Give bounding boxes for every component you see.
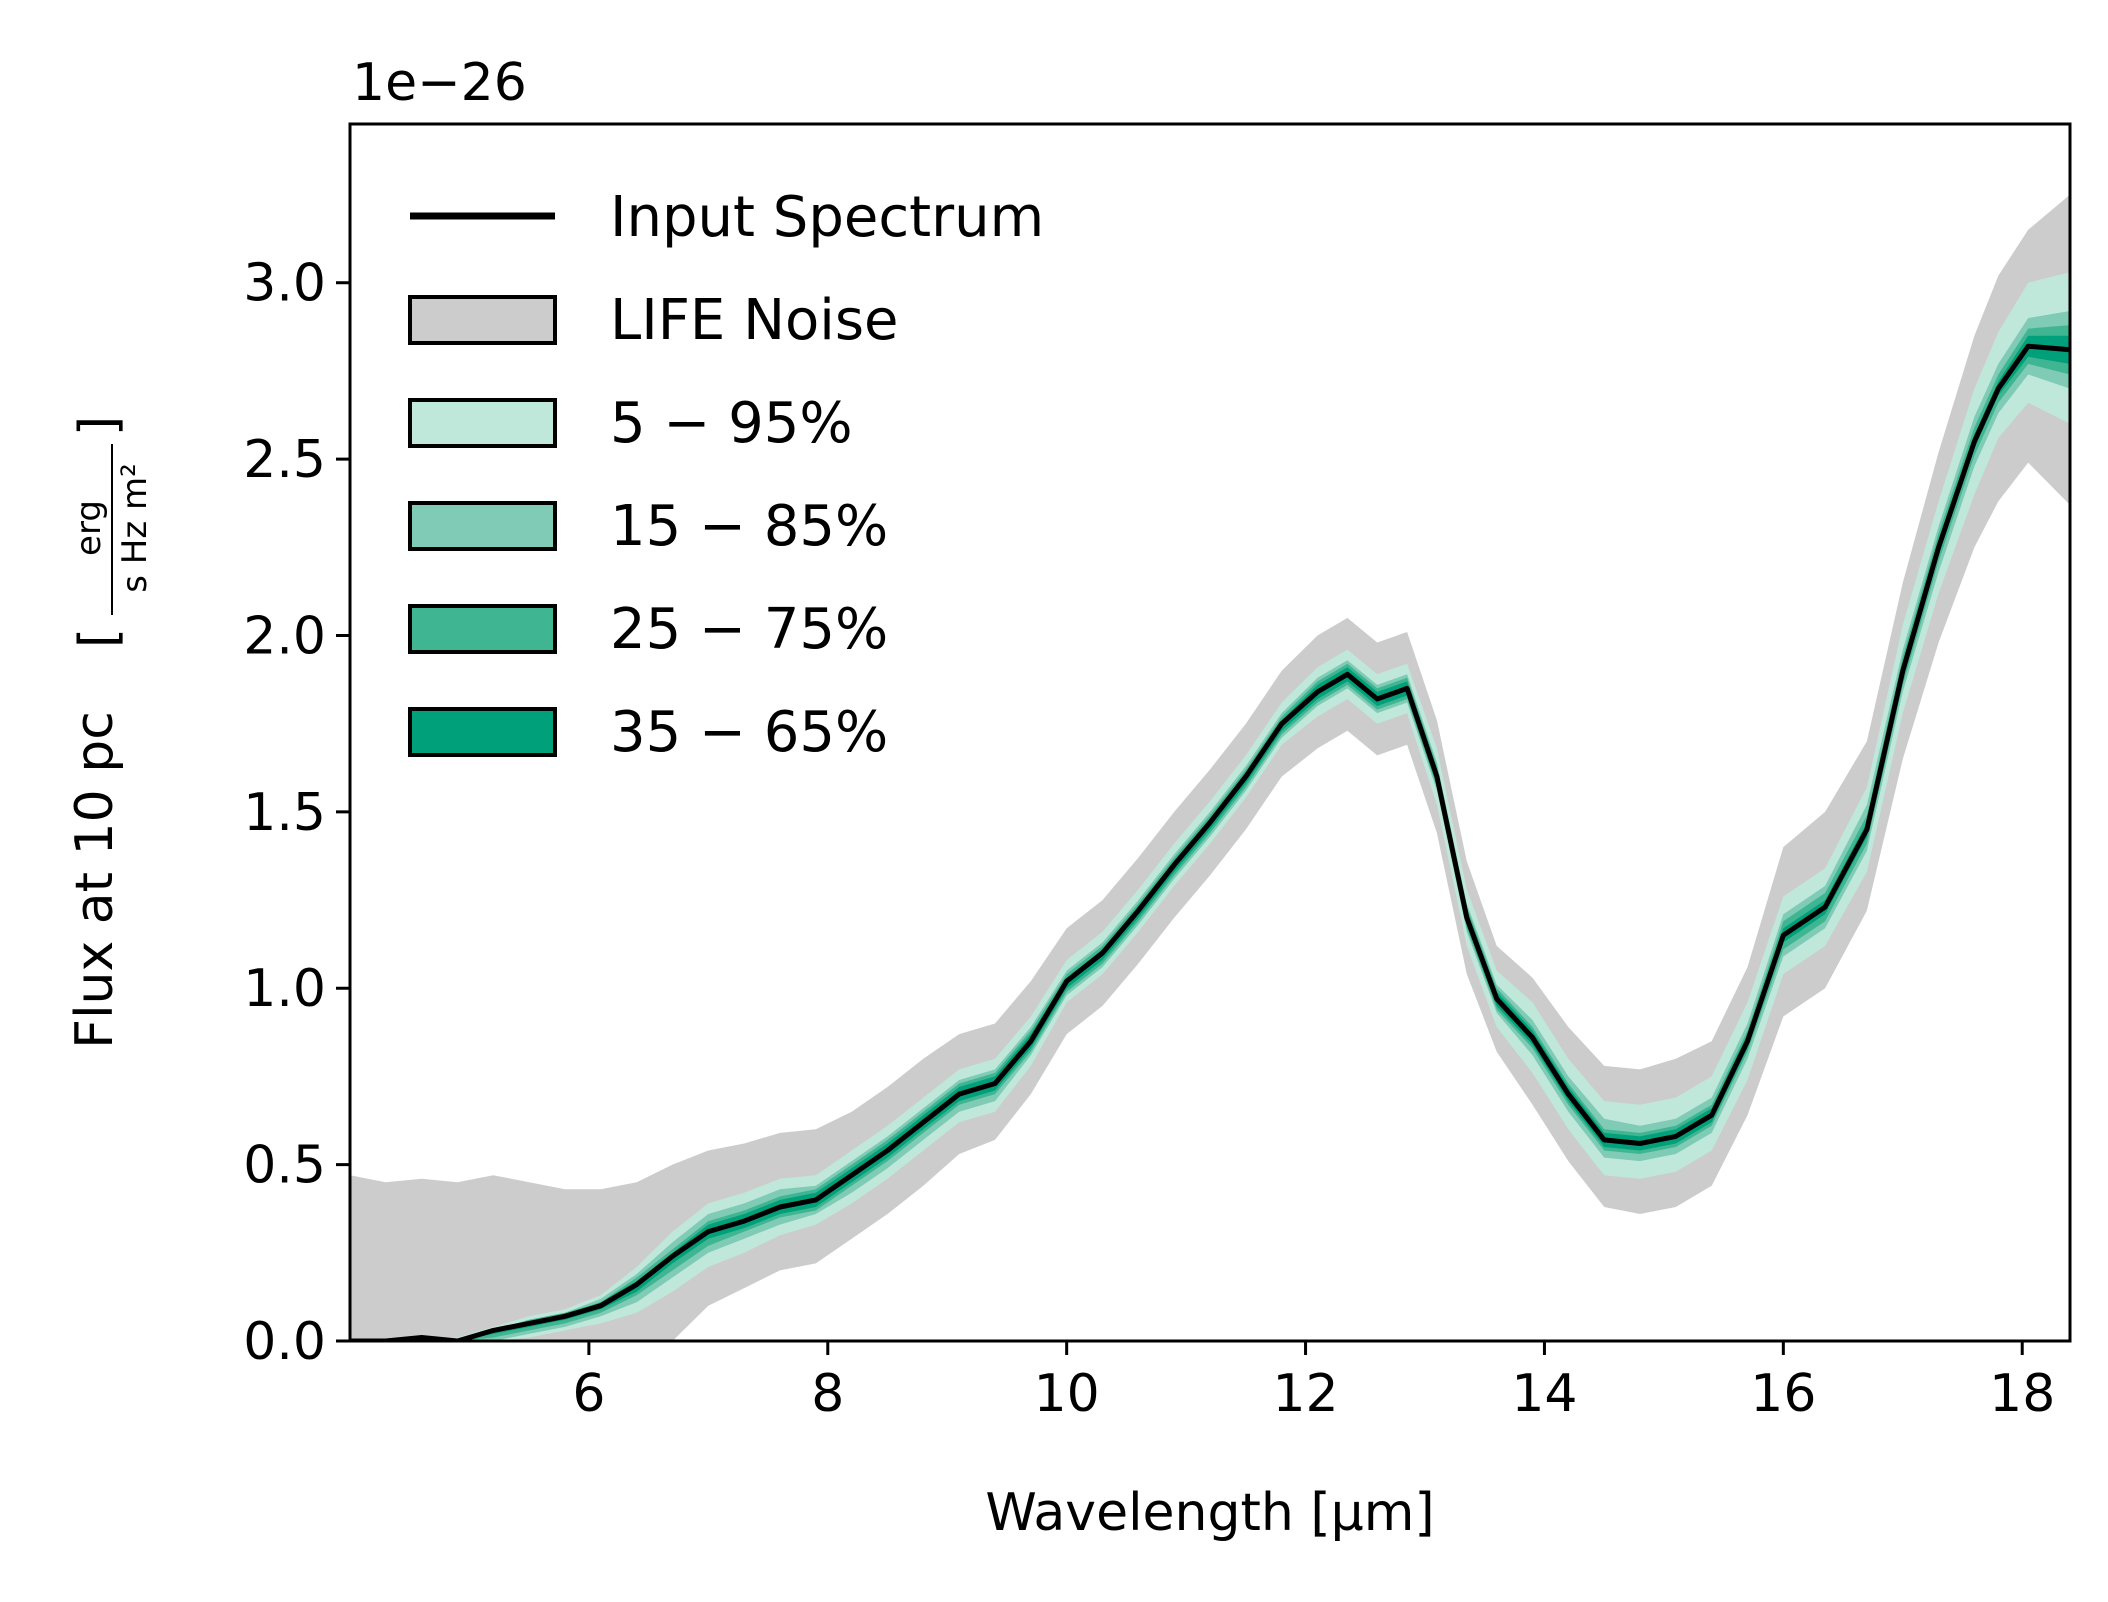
legend-item-5-95: 5 − 95% [408,391,853,456]
line-input-spectrum [350,343,2070,1341]
legend-label: 25 − 75% [610,597,888,662]
y-axis-label-unit-den: s Hz m² [115,463,155,593]
legend-label: 5 − 95% [610,391,853,456]
y-tick-label: 0.0 [243,1312,326,1372]
legend-swatch [408,501,557,551]
y-tick-label: 0.5 [243,1136,326,1196]
y-tick-label: 1.0 [243,959,326,1019]
x-tick-label: 6 [572,1364,605,1424]
x-tick-label: 10 [1034,1364,1100,1424]
x-axis-label: Wavelength [μm] [985,1483,1434,1543]
x-axis: 6 8 10 12 14 16 18 [572,1341,2055,1424]
x-tick-label: 18 [1989,1364,2055,1424]
plot-frame [348,122,2072,1343]
x-tick-label: 14 [1511,1364,1577,1424]
y-axis: 0.0 0.5 1.0 1.5 2.0 2.5 3.0 [243,254,350,1372]
legend-swatch [408,707,557,757]
y-axis-label-unit-num: erg [69,500,109,556]
y-axis-label-bracket-close: ] [69,416,129,436]
y-tick-label: 1.5 [243,783,326,843]
y-axis-label-main: Flux at 10 pc [65,711,125,1049]
legend-label: LIFE Noise [610,288,898,353]
y-tick-label: 3.0 [243,254,326,314]
legend-item-life-noise: LIFE Noise [408,288,898,353]
x-tick-label: 12 [1272,1364,1338,1424]
y-tick-label: 2.0 [243,606,326,666]
legend-swatch [408,398,557,448]
legend-item-35-65: 35 − 65% [408,700,888,765]
y-tick-label: 2.5 [243,430,326,490]
legend-label: 15 − 85% [610,494,888,559]
legend-item-25-75: 25 − 75% [408,597,888,662]
band-5-95 [350,272,2070,1341]
x-tick-label: 8 [811,1364,844,1424]
uncertainty-bands [350,194,2070,1341]
series-lines [350,343,2070,1341]
legend-item-input-spectrum: Input Spectrum [410,185,1044,250]
y-axis-label: Flux at 10 pc [ erg s Hz m² ] [65,416,155,1049]
legend-item-15-85: 15 − 85% [408,494,888,559]
band-life-noise [350,194,2070,1341]
y-axis-label-bracket-open: [ [69,628,129,648]
legend-swatch [408,295,557,345]
x-tick-label: 16 [1750,1364,1816,1424]
legend-label: 35 − 65% [610,700,888,765]
legend: Input Spectrum LIFE Noise 5 − 95% 15 − 85% 2… [408,185,1044,765]
legend-label: Input Spectrum [610,185,1044,250]
legend-swatch [408,604,557,654]
y-offset-label: 1e−26 [352,53,527,113]
